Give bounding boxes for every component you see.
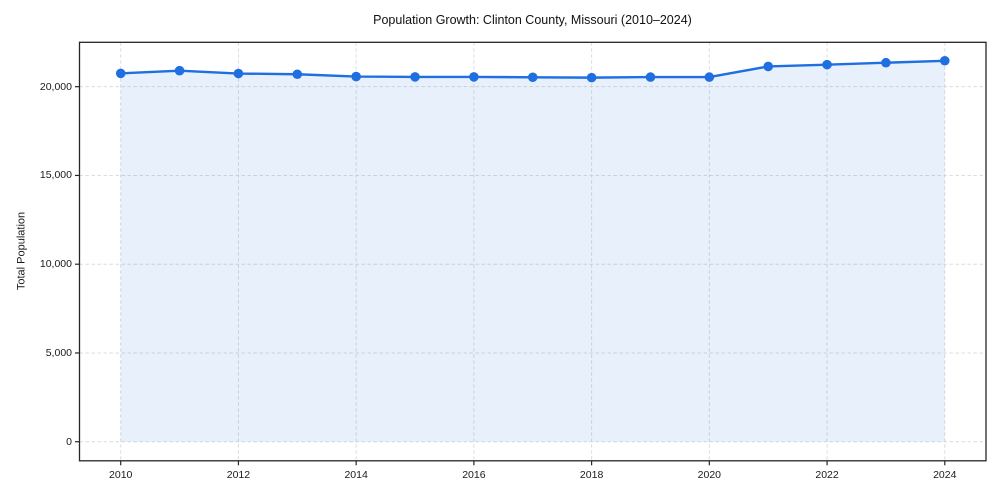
- x-tick-label: 2024: [933, 469, 957, 481]
- x-tick-label: 2016: [462, 469, 486, 481]
- data-point-2021: [763, 61, 774, 72]
- data-point-2019: [645, 72, 656, 82]
- y-tick-label: 20,000: [39, 80, 72, 93]
- y-tick-label: 15,000: [39, 169, 72, 182]
- x-tick-label: 2018: [579, 469, 604, 481]
- y-tick-label: 10,000: [39, 258, 72, 271]
- y-tick-label: 5,000: [45, 346, 72, 359]
- y-tick-label: 0: [66, 435, 72, 448]
- data-point-2020: [704, 72, 715, 82]
- data-point-2012: [233, 68, 244, 79]
- axes-frame: [78, 41, 987, 462]
- data-point-2022: [822, 59, 832, 70]
- data-point-2017: [527, 72, 538, 83]
- chart-title: Population Growth: Clinton County, Misso…: [373, 13, 692, 27]
- data-point-2010: [115, 68, 126, 79]
- data-point-2018: [586, 72, 597, 83]
- data-point-2014: [351, 71, 361, 82]
- x-tick-label: 2014: [344, 469, 368, 481]
- data-point-2013: [292, 69, 303, 80]
- area-fill: [120, 60, 945, 442]
- x-tick-label: 2010: [109, 469, 133, 481]
- x-tick-label: 2012: [226, 469, 251, 481]
- x-tick-label: 2022: [815, 469, 839, 481]
- data-point-2023: [881, 57, 891, 68]
- data-point-2024: [939, 55, 950, 66]
- data-point-2015: [410, 72, 420, 82]
- data-point-2011: [174, 65, 185, 76]
- data-point-2016: [469, 72, 479, 82]
- x-tick-label: 2020: [697, 469, 721, 481]
